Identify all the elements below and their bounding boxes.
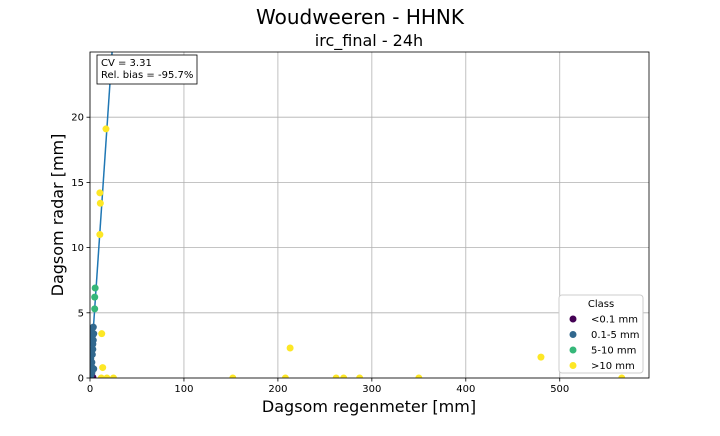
- y-tick-label: 5: [78, 308, 84, 319]
- chart-title: Woudweeren - HHNK: [256, 5, 465, 29]
- y-tick-label: 20: [71, 113, 84, 124]
- x-tick-label: 400: [456, 384, 475, 395]
- data-point-series-2: [91, 305, 99, 313]
- chart-subtitle: irc_final - 24h: [315, 31, 423, 51]
- legend-marker-0: [569, 315, 577, 323]
- legend-label-1: 0.1-5 mm: [591, 330, 640, 341]
- data-point-series-1: [90, 348, 95, 356]
- axis-ticks: 0 100 200 300 400 500 0 5 10 15 20: [71, 113, 569, 395]
- plot-content: [90, 52, 626, 378]
- legend: Class <0.1 mm 0.1-5 mm 5-10 mm >10 mm: [558, 294, 644, 374]
- data-point-series-3: [340, 374, 348, 378]
- data-point-series-3: [618, 374, 626, 378]
- legend-label-3: >10 mm: [591, 361, 635, 372]
- data-point-series-3: [96, 189, 104, 197]
- data-point-series-3: [96, 199, 104, 207]
- legend-title: Class: [588, 299, 614, 310]
- plot-frame: [89, 51, 650, 379]
- data-point-series-3: [103, 374, 111, 378]
- bias-text: Rel. bias = -95.7%: [101, 70, 193, 81]
- x-tick-label: 0: [87, 384, 93, 395]
- x-tick-label: 100: [174, 384, 193, 395]
- cv-text: CV = 3.31: [101, 58, 152, 69]
- data-point-series-3: [281, 374, 289, 378]
- legend-marker-3: [569, 362, 577, 369]
- data-point-series-3: [97, 374, 105, 378]
- x-tick-label: 500: [550, 384, 569, 395]
- y-axis-label: Dagsom radar [mm]: [48, 134, 67, 297]
- x-tick-label: 200: [268, 384, 287, 395]
- x-axis-label: Dagsom regenmeter [mm]: [262, 397, 476, 416]
- data-point-series-3: [102, 125, 110, 133]
- data-point-series-3: [286, 344, 294, 352]
- data-point-series-3: [96, 231, 104, 239]
- data-point-series-1: [90, 327, 95, 335]
- data-point-series-3: [332, 374, 340, 378]
- legend-box: [558, 294, 644, 374]
- data-point-series-3: [98, 330, 106, 338]
- y-tick-label: 10: [71, 243, 84, 254]
- y-tick-label: 0: [78, 374, 84, 385]
- y-tick-label: 15: [71, 178, 84, 189]
- data-point-series-2: [91, 293, 99, 301]
- legend-marker-1: [569, 331, 577, 338]
- x-tick-label: 300: [362, 384, 381, 395]
- legend-marker-2: [569, 346, 577, 354]
- legend-label-0: <0.1 mm: [591, 315, 638, 326]
- data-point-series-3: [415, 374, 423, 378]
- data-point-series-3: [229, 374, 237, 378]
- data-point-series-3: [99, 364, 107, 372]
- legend-label-2: 5-10 mm: [591, 346, 636, 357]
- data-point-series-3: [537, 353, 545, 361]
- data-point-series-3: [109, 374, 117, 378]
- stats-box: CV = 3.31 Rel. bias = -95.7%: [96, 54, 198, 85]
- data-point-series-3: [356, 374, 364, 378]
- data-point-series-2: [91, 284, 99, 292]
- data-point-series-1: [90, 365, 98, 373]
